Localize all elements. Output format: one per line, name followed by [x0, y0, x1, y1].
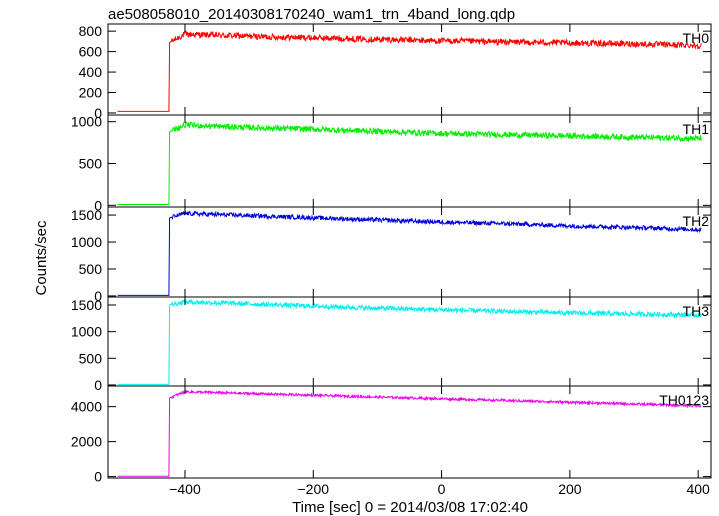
series-line-th3: [117, 298, 702, 385]
y-tick-label: 0: [94, 288, 102, 304]
y-tick-label: 1500: [71, 297, 102, 313]
y-tick-label: 0: [94, 197, 102, 213]
x-tick-label: 0: [438, 481, 446, 497]
chart-panels: 0 200 400 600 800 TH0 0 500 1000 TH1 0 500 1000 1500 T…: [71, 23, 712, 497]
panel-th2: 0 500 1000 1500 TH2: [71, 206, 712, 304]
panel-frame: [107, 296, 712, 387]
x-tick-label: 200: [558, 481, 582, 497]
x-tick-label: −200: [298, 481, 330, 497]
series-line-th1: [117, 121, 702, 205]
panel-th0: 0 200 400 600 800 TH0: [79, 23, 712, 121]
y-tick-label: 1000: [71, 114, 102, 130]
y-axis-label: Counts/sec: [33, 220, 50, 296]
chart-title: ae508058010_20140308170240_wam1_trn_4ban…: [108, 6, 515, 23]
x-tick-label: 400: [686, 481, 710, 497]
y-tick-label: 500: [79, 350, 103, 366]
panel-th1: 0 500 1000 TH1: [71, 114, 712, 213]
panel-label: TH0123: [659, 392, 709, 408]
y-tick-label: 500: [79, 156, 103, 172]
series-line-th2: [117, 210, 702, 296]
x-tick-label: −400: [169, 481, 201, 497]
y-tick-label: 800: [79, 23, 103, 39]
y-tick-label: 400: [79, 64, 103, 80]
y-tick-label: 0: [94, 377, 102, 393]
y-tick-label: 4000: [71, 399, 102, 415]
y-tick-label: 200: [79, 85, 103, 101]
y-tick-label: 1500: [71, 207, 102, 223]
panel-label: TH0: [683, 30, 710, 46]
y-tick-label: 1000: [71, 324, 102, 340]
y-tick-label: 500: [79, 261, 103, 277]
panel-frame: [107, 114, 712, 208]
y-tick-label: 0: [94, 105, 102, 121]
panel-label: TH2: [683, 213, 710, 229]
y-tick-label: 2000: [71, 434, 102, 450]
y-tick-label: 0: [94, 469, 102, 485]
series-line-th0: [117, 29, 702, 112]
panel-label: TH3: [683, 303, 710, 319]
panel-frame: [107, 385, 712, 479]
panel-th0123: 0 2000 4000 TH0123: [71, 385, 712, 485]
panel-th3: 0 500 1000 1500 TH3: [71, 296, 712, 393]
y-tick-label: 600: [79, 44, 103, 60]
y-tick-label: 1000: [71, 234, 102, 250]
x-axis-label: Time [sec] 0 = 2014/03/08 17:02:40: [292, 499, 528, 516]
panel-label: TH1: [683, 121, 710, 137]
series-line-th0123: [117, 388, 702, 477]
